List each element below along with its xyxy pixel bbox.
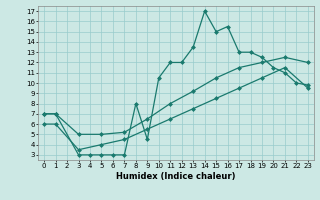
X-axis label: Humidex (Indice chaleur): Humidex (Indice chaleur) bbox=[116, 172, 236, 181]
